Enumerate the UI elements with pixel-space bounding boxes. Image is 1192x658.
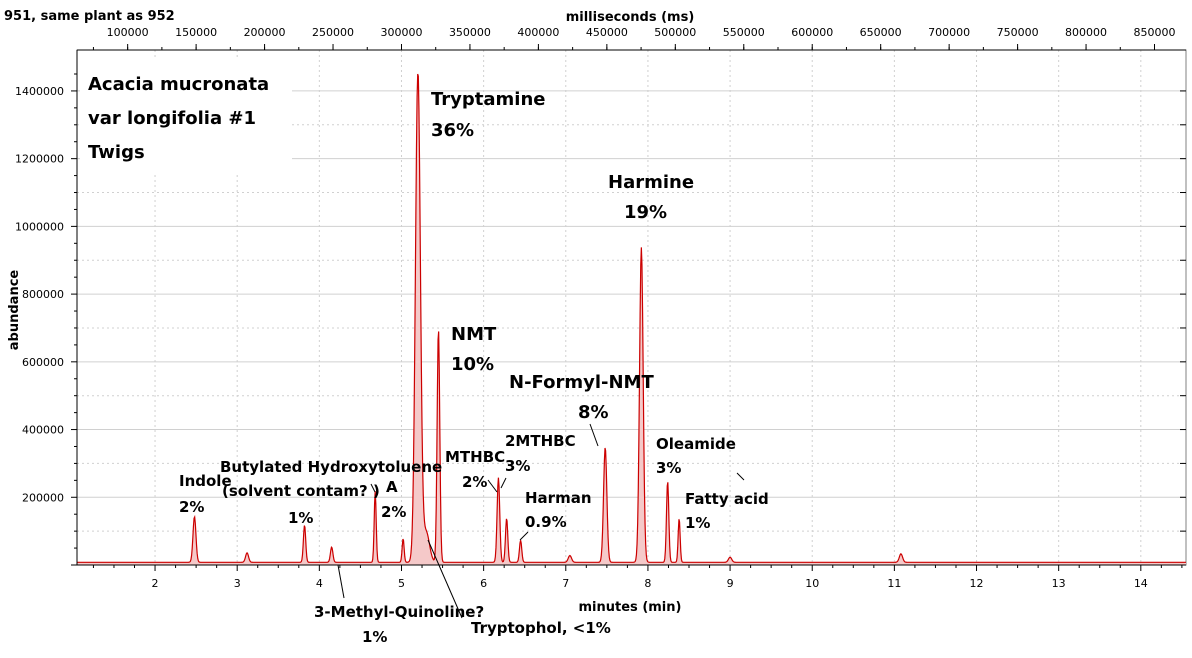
x-tick-label: 12 xyxy=(970,577,984,590)
x-tick-label: 5 xyxy=(398,577,405,590)
leader-n-formyl-nmt xyxy=(589,423,599,447)
top-tick-label: 750000 xyxy=(997,26,1039,39)
top-tick-label: 800000 xyxy=(1065,26,1107,39)
label-tryptophol: Tryptophol, <1% xyxy=(471,619,611,637)
leader-2mthbc xyxy=(500,477,507,489)
label-tryptamine-pct: 36% xyxy=(431,120,474,141)
y-tick-label: 400000 xyxy=(22,424,64,437)
top-tick-label: 850000 xyxy=(1134,26,1176,39)
x-tick-label: 8 xyxy=(644,577,651,590)
leader-mthbc xyxy=(487,479,498,493)
y-tick-label: 1200000 xyxy=(15,153,64,166)
top-tick-label: 250000 xyxy=(312,26,354,39)
top-tick-label: 550000 xyxy=(723,26,765,39)
label-n-formyl-nmt: N-Formyl-NMT xyxy=(509,372,654,393)
label-2mthbc-pct: 3% xyxy=(505,457,530,475)
label-bht-pct: 1% xyxy=(288,509,313,527)
series-line xyxy=(77,73,1186,563)
label-bht-note: (solvent contam? ) xyxy=(222,482,380,500)
label-fatty-acid-pct: 1% xyxy=(685,514,710,532)
label-indole-pct: 2% xyxy=(179,498,204,516)
leader-tryptophol xyxy=(427,539,463,619)
label-a: A xyxy=(386,478,398,496)
label-nmt: NMT xyxy=(451,324,497,345)
label-harman: Harman xyxy=(525,489,592,507)
leader-fatty-acid xyxy=(736,472,745,481)
y-tick-label: 1000000 xyxy=(15,220,64,233)
x-tick-label: 10 xyxy=(805,577,819,590)
label-a-pct: 2% xyxy=(381,503,406,521)
label-nmt-pct: 10% xyxy=(451,354,494,375)
y-tick-label: 200000 xyxy=(22,491,64,504)
top-tick-label: 150000 xyxy=(175,26,217,39)
corner-note: 951, same plant as 952 xyxy=(4,9,175,24)
x-tick-label: 7 xyxy=(562,577,569,590)
top-tick-label: 300000 xyxy=(380,26,422,39)
title-block-bg xyxy=(80,60,292,172)
x-tick-label: 11 xyxy=(887,577,901,590)
label-2mthbc: 2MTHBC xyxy=(505,432,576,450)
top-tick-label: 500000 xyxy=(654,26,696,39)
label-mthbc: MTHBC xyxy=(445,448,505,466)
sample-title-line-3: Twigs xyxy=(88,142,145,163)
x-tick-label: 3 xyxy=(234,577,241,590)
top-axis-title: milliseconds (ms) xyxy=(566,10,695,25)
label-mthbc-pct: 2% xyxy=(462,473,487,491)
label-harmine-pct: 19% xyxy=(624,202,667,223)
x-tick-label: 2 xyxy=(152,577,159,590)
top-tick-label: 450000 xyxy=(586,26,628,39)
top-tick-label: 600000 xyxy=(791,26,833,39)
leader-a xyxy=(370,483,376,493)
leader-3-methyl-quinoline xyxy=(337,564,345,599)
leader-harman xyxy=(519,531,529,541)
label-bht: Butylated Hydroxytoluene xyxy=(220,458,442,476)
x-tick-label: 14 xyxy=(1134,577,1148,590)
y-tick-label: 800000 xyxy=(22,288,64,301)
label-harmine: Harmine xyxy=(608,172,694,193)
label-harman-pct: 0.9% xyxy=(525,513,567,531)
annotation-leaders xyxy=(337,423,745,619)
top-tick-label: 650000 xyxy=(860,26,902,39)
x-tick-label: 4 xyxy=(316,577,323,590)
label-oleamide-pct: 3% xyxy=(656,459,681,477)
y-axis-title: abundance xyxy=(7,270,22,351)
y-tick-label: 1400000 xyxy=(15,85,64,98)
sample-title-line-1: Acacia mucronata xyxy=(88,74,269,95)
y-tick-label: 600000 xyxy=(22,356,64,369)
series-layer xyxy=(77,73,1186,565)
label-3-methyl-quinoline-pct: 1% xyxy=(362,628,387,646)
label-oleamide: Oleamide xyxy=(656,435,736,453)
label-fatty-acid: Fatty acid xyxy=(685,490,769,508)
x-tick-label: 9 xyxy=(727,577,734,590)
y-axis-ticks: 200000 400000 600000 800000 1000000 1200000 14… xyxy=(15,50,78,566)
label-indole: Indole xyxy=(179,472,232,490)
top-tick-label: 400000 xyxy=(517,26,559,39)
top-axis-ticks: 100000 150000 200000 250000 300000 350000 4000… xyxy=(77,26,1186,51)
label-n-formyl-nmt-pct: 8% xyxy=(578,402,609,423)
x-axis-title: minutes (min) xyxy=(579,600,682,615)
top-tick-label: 100000 xyxy=(107,26,149,39)
top-tick-label: 200000 xyxy=(244,26,286,39)
label-tryptamine: Tryptamine xyxy=(431,89,546,110)
label-3-methyl-quinoline: 3-Methyl-Quinoline? xyxy=(314,603,484,621)
top-tick-label: 700000 xyxy=(928,26,970,39)
sample-title-line-2: var longifolia #1 xyxy=(88,108,256,129)
x-tick-label: 6 xyxy=(480,577,487,590)
x-tick-label: 13 xyxy=(1052,577,1066,590)
x-axis-ticks: 2 3 4 5 6 7 8 9 10 11 12 13 14 xyxy=(77,564,1186,590)
top-tick-label: 350000 xyxy=(449,26,491,39)
